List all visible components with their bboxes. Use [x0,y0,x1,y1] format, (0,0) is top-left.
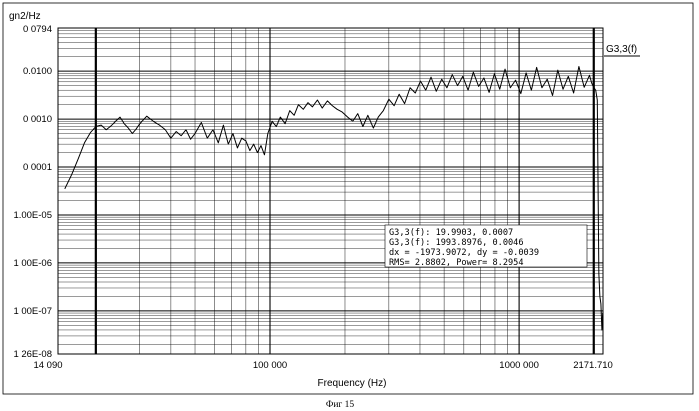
y-tick-label: 1 00E-07 [13,306,52,317]
y-tick-label: 1 26E-08 [13,349,52,360]
series-layer [64,66,604,331]
y-tick-label: 0 0794 [23,24,52,35]
cursor-lines [94,28,595,354]
x-tick-label: 1000 000 [499,360,539,371]
y-axis-title: gn2/Hz [9,11,41,22]
x-tick-label: 14 090 [33,360,62,371]
legend: G3,3(f) [604,44,640,57]
cursor-readout-background [384,224,588,268]
legend-label: G3,3(f) [606,44,637,55]
y-tick-label: 1.00E-05 [13,210,52,221]
y-tick-label: 0 0001 [23,162,52,173]
y-tick-label: 0 0010 [23,114,52,125]
cursor-readout-line-1: G3,3(f): 19.9903, 0.0007 [389,228,513,238]
cursor-readout-line-3: dx = -1973.9072, dy = -0.0039 [389,248,539,258]
x-axis-title: Frequency (Hz) [318,378,387,389]
cursor-readout-line-4: RMS= 2.8802, Power= 8.2954 [389,258,524,268]
cursor-readout-line-2: G3,3(f): 1993.8976, 0.0046 [389,238,524,248]
cursor-readout-box: G3,3(f): 19.9903, 0.0007 G3,3(f): 1993.8… [384,224,588,268]
chart-frame [2,2,694,395]
plot-border [57,27,604,355]
series-line [64,66,604,331]
figure-caption: Фиг 15 [326,400,355,410]
y-tick-label: 1 00E-06 [13,258,52,269]
x-tick-labels: 14 090 100 000 1000 000 2171.710 [33,360,612,371]
y-tick-labels: 0 0794 0.0100 0 0010 0 0001 1.00E-05 1 00E-06… [13,24,52,360]
x-tick-label: 100 000 [253,360,287,371]
grid-layer [58,28,603,354]
x-tick-label: 2171.710 [573,360,613,371]
y-tick-label: 0.0100 [23,66,52,77]
